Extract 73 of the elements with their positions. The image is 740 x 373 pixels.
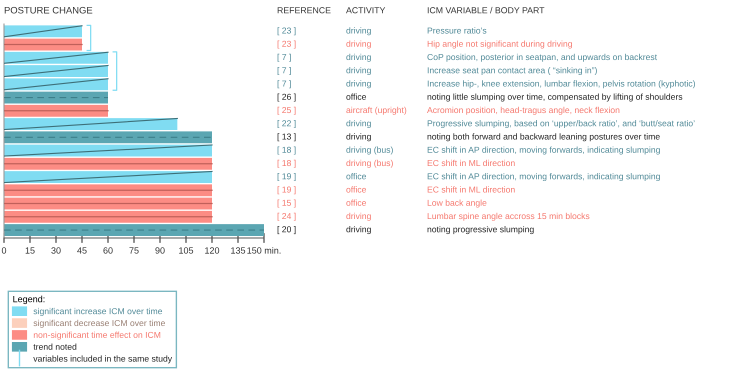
text: driving (bus) — [346, 146, 393, 155]
chart-title: POSTURE CHANGE — [4, 6, 92, 14]
text: driving — [346, 226, 371, 234]
bar — [4, 92, 108, 104]
text: REFERENCE — [278, 7, 331, 14]
text: driving — [346, 133, 371, 142]
text: EC shift in AP direction, moving forwards, indicating slumping — [428, 173, 660, 182]
x-tick-label: 90 — [155, 247, 165, 254]
text: Hip angle not significant during driving — [428, 40, 572, 49]
legend-label: significant increase ICM over time — [34, 308, 162, 316]
y-tick-label: [ 7 ] — [278, 67, 291, 76]
text: Pressure ratio’s — [428, 27, 486, 34]
x-tick-label: 15 — [26, 247, 35, 254]
text: noting progressive slumping — [428, 226, 534, 234]
x-tick-label: 135 — [231, 247, 246, 254]
bar — [4, 131, 212, 144]
text: office — [346, 173, 366, 180]
text: driving — [346, 54, 371, 62]
y-tick-label: [ 13 ] — [278, 133, 296, 142]
bar — [4, 38, 82, 50]
text: Lumbar spine angle accross 15 min blocks — [428, 212, 590, 221]
text: variables included in the same study — [33, 355, 172, 364]
y-tick-label: [ 20 ] — [278, 226, 296, 234]
text: noting both forward and backward leaning postures over time — [428, 133, 660, 142]
legend-label: significant decrease ICM over time — [34, 320, 165, 328]
text: office — [346, 200, 366, 206]
text: noting little slumping over time, compensated by lifting of shoulders — [428, 94, 682, 102]
text: driving — [346, 67, 371, 76]
text: Low back angle — [428, 200, 486, 208]
y-tick-label: [ 23 ] — [278, 27, 296, 36]
legend-label: non-significant time effect on ICM — [34, 332, 160, 340]
text: Acromion position, head-tragus angle, neck flexion — [427, 106, 620, 115]
x-tick-label: 45 — [77, 247, 87, 254]
text: Progressive slumping, based on ‘upper/back ratio’, and ‘butt/seat ratio’ — [428, 120, 695, 128]
text: office — [346, 94, 366, 100]
y-tick-label: [ 19 ] — [278, 173, 296, 182]
legend-title: Legend: — [13, 296, 44, 304]
text: driving — [346, 120, 371, 128]
y-tick-label: [ 26 ] — [278, 94, 296, 102]
x-tick-label: 75 — [129, 247, 139, 254]
text: driving — [346, 80, 371, 88]
x-tick-label: 150 min. — [247, 247, 280, 254]
x-tick-label: 120 — [205, 247, 220, 254]
text: driving — [346, 212, 371, 221]
text: office — [346, 186, 366, 193]
text: EC shift in ML direction — [428, 186, 515, 193]
text: driving — [346, 40, 371, 49]
text: driving (bus) — [346, 160, 393, 168]
y-tick-label: [ 18 ] — [278, 146, 296, 155]
y-tick-label: [ 7 ] — [278, 54, 291, 62]
y-tick-label: [ 22 ] — [278, 120, 296, 128]
text: ACTIVITY — [346, 7, 386, 14]
text: CoP position, posterior in seatpan, and upwards on backrest — [427, 54, 658, 62]
x-tick-label: 30 — [51, 247, 61, 254]
legend-label: trend noted — [33, 344, 76, 350]
text: driving — [346, 27, 371, 36]
y-tick-label: [ 7 ] — [278, 80, 291, 88]
x-tick-label: 60 — [103, 247, 113, 254]
y-tick-label: [ 25 ] — [278, 106, 296, 115]
text: Increase hip-, knee extension, lumbar flexion, pelvis rotation (kyphotic) — [428, 80, 695, 88]
text: Increase seat pan contact area ( “sinking in”) — [428, 67, 597, 76]
x-tick-label: 0 — [2, 247, 6, 254]
y-tick-label: [ 15 ] — [278, 200, 296, 208]
y-tick-label: [ 19 ] — [278, 186, 296, 194]
text: aircraft (upright) — [346, 106, 406, 115]
text: ICM VARIABLE / BODY PART — [428, 6, 544, 14]
bar — [4, 224, 264, 236]
x-tick-label: 105 — [179, 247, 194, 254]
text: EC shift in ML direction — [428, 160, 515, 166]
y-tick-label: [ 24 ] — [278, 212, 296, 221]
text: EC shift in AP direction, moving forwards, indicating slumping — [428, 146, 660, 155]
y-tick-label: [ 23 ] — [278, 40, 296, 49]
y-tick-label: [ 18 ] — [278, 160, 296, 168]
